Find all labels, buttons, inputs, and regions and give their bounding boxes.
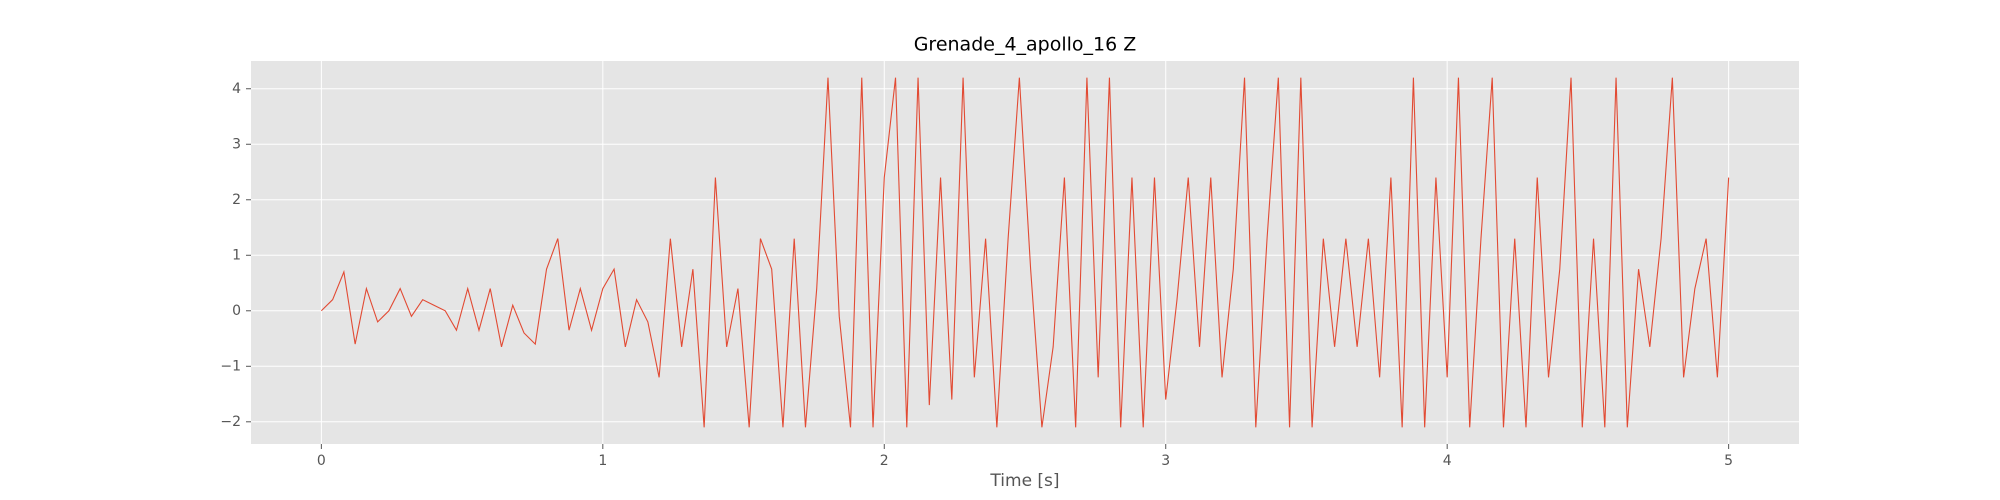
y-tick-label: 3 (232, 136, 241, 152)
y-tick-label: 4 (232, 81, 241, 97)
y-tick-label: −1 (220, 358, 241, 374)
x-tick-label: 2 (880, 453, 889, 469)
y-tick-label: 2 (232, 192, 241, 208)
x-tick-label: 5 (1724, 453, 1733, 469)
x-tick-label: 0 (317, 453, 326, 469)
chart-title: Grenade_4_apollo_16 Z (914, 34, 1137, 56)
data-line (320, 77, 1730, 428)
x-tick-label: 4 (1443, 453, 1452, 469)
plot-area (251, 61, 1799, 444)
y-tick-label: 0 (232, 303, 241, 319)
x-axis-label: Time [s] (989, 471, 1059, 491)
y-tick-label: 1 (232, 247, 241, 263)
x-tick-label: 3 (1161, 453, 1170, 469)
x-tick-label: 1 (598, 453, 607, 469)
y-tick-label: −2 (220, 414, 241, 430)
